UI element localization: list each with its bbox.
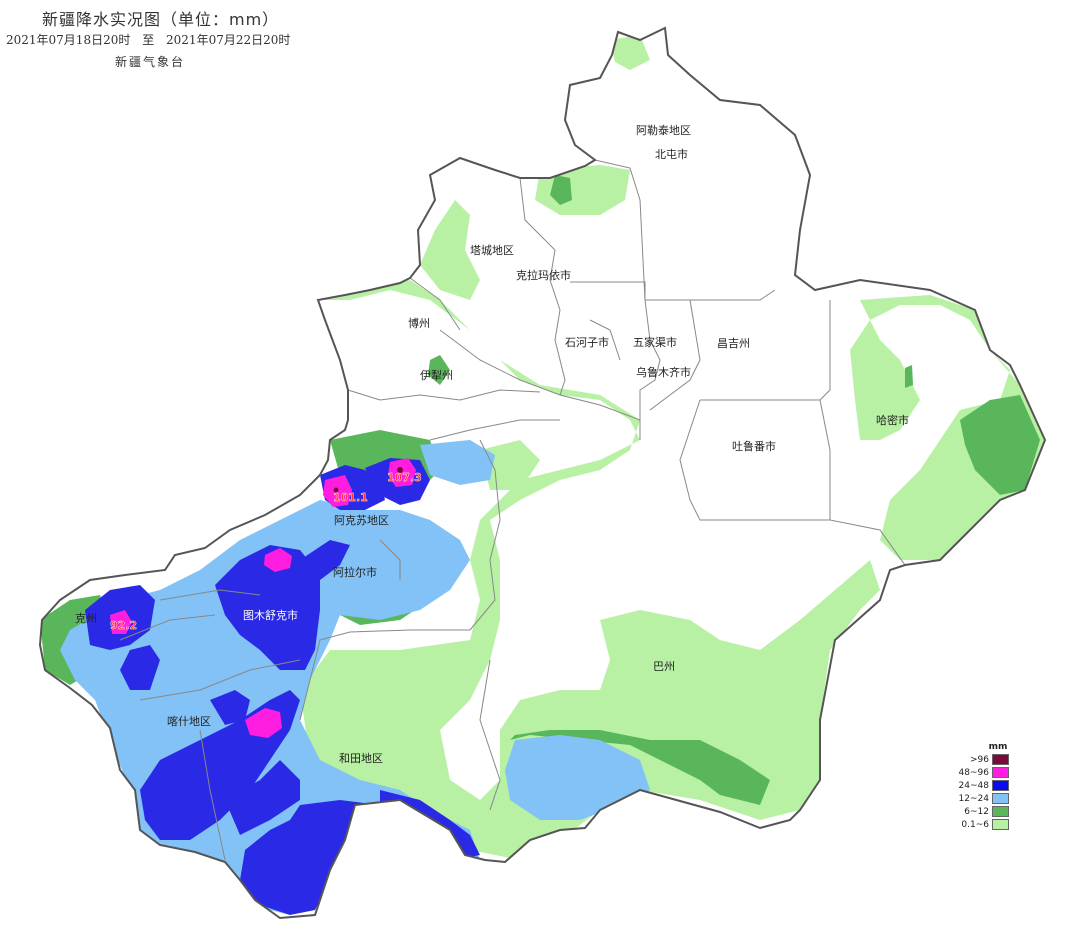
max-value-wensu: 101.1	[333, 491, 368, 504]
label-changji: 昌吉州	[717, 337, 750, 350]
map-title: 新疆降水实况图（单位：mm）	[42, 10, 280, 29]
legend-swatch	[992, 780, 1009, 791]
prefecture-borders	[119, 159, 906, 861]
end-time: 2021年07月22日20时	[166, 33, 291, 47]
legend-row: 24~48	[955, 779, 1015, 792]
label-wujiaqu: 五家渠市	[633, 335, 677, 349]
label-urumqi: 乌鲁木齐市	[636, 365, 691, 379]
start-time: 2021年07月18日20时	[6, 33, 131, 47]
max-value-kezhou: 92.2	[110, 619, 137, 632]
label-kezhou: 克州	[75, 612, 97, 625]
precip-legend: mm >96 48~96 24~48 12~24 6~12 0.1~6	[955, 742, 1015, 831]
legend-label: >96	[970, 754, 989, 765]
legend-label: 6~12	[964, 806, 989, 817]
label-kashgar: 喀什地区	[167, 715, 211, 728]
label-beitun: 北屯市	[655, 147, 688, 161]
max-value-aksu: 107.3	[387, 471, 422, 484]
legend-row: 6~12	[955, 805, 1015, 818]
label-bozhou: 博州	[408, 317, 430, 330]
label-hami: 哈密市	[876, 413, 909, 427]
max-value-labels: 107.3 101.1 92.2	[110, 471, 422, 632]
legend-row: 12~24	[955, 792, 1015, 805]
legend-swatch	[992, 819, 1009, 830]
legend-swatch	[992, 806, 1009, 817]
label-yili: 伊犁州	[420, 368, 453, 382]
time-range: 2021年07月18日20时 至 2021年07月22日20时	[6, 31, 298, 48]
label-altay: 阿勒泰地区	[636, 123, 691, 137]
label-hotan: 和田地区	[339, 752, 383, 765]
legend-label: 12~24	[958, 793, 989, 804]
label-tacheng: 塔城地区	[470, 244, 514, 257]
legend-swatch	[992, 793, 1009, 804]
time-separator: 至	[142, 33, 155, 47]
label-bazhou: 巴州	[653, 660, 675, 673]
xinjiang-border	[38, 26, 1047, 920]
label-karamay: 克拉玛依市	[516, 268, 571, 282]
legend-unit: mm	[988, 742, 1008, 752]
legend-label: 0.1~6	[961, 819, 989, 830]
region-labels: 阿勒泰地区 北屯市 塔城地区 克拉玛依市 博州 石河子市 五家渠市 昌吉州 伊犁…	[75, 123, 909, 765]
label-shihezi: 石河子市	[565, 335, 609, 349]
legend-row: 48~96	[955, 766, 1015, 779]
source-agency: 新疆气象台	[115, 55, 186, 69]
label-aksu: 阿克苏地区	[334, 514, 389, 527]
legend-swatch	[992, 767, 1009, 778]
label-turpan: 吐鲁番市	[732, 439, 776, 453]
label-alar: 阿拉尔市	[333, 565, 377, 579]
legend-label: 48~96	[958, 767, 989, 778]
precip-layer-above-96	[333, 467, 403, 493]
legend-row: >96	[955, 753, 1015, 766]
legend-row: 0.1~6	[955, 818, 1015, 831]
label-tumxuk: 图木舒克市	[243, 608, 298, 622]
legend-label: 24~48	[958, 780, 989, 791]
legend-swatch	[992, 754, 1009, 765]
